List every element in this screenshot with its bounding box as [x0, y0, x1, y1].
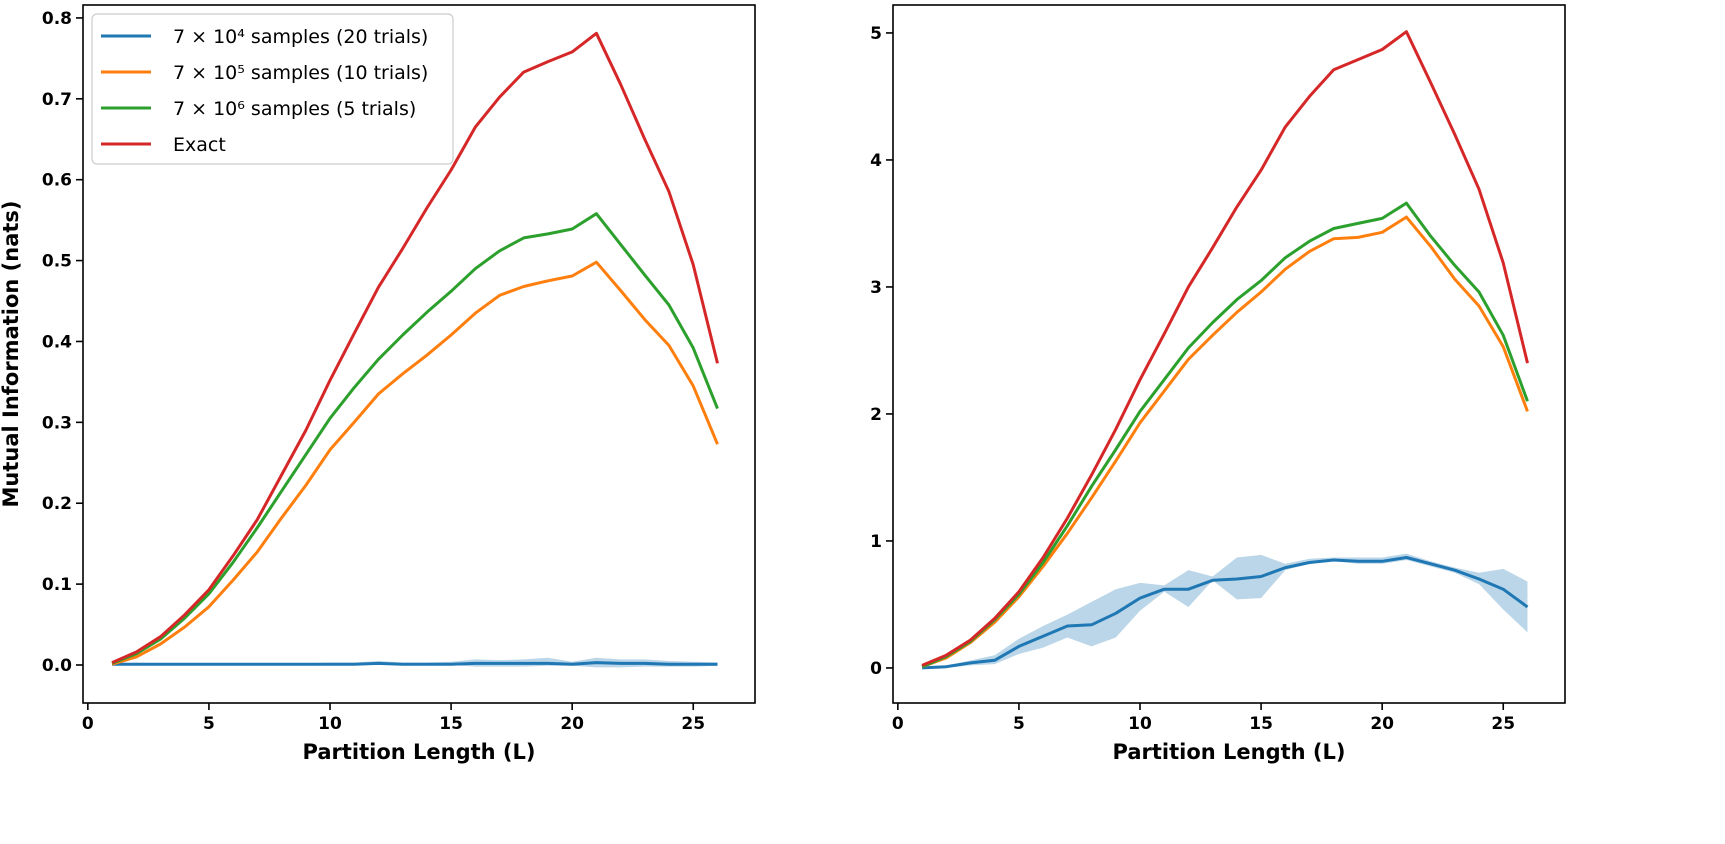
- y-tick-label: 0: [870, 659, 882, 679]
- y-tick-label: 0.6: [42, 171, 72, 191]
- y-tick-label: 0.7: [42, 90, 72, 110]
- x-tick-label: 20: [560, 714, 584, 734]
- legend-label: Exact: [173, 134, 226, 156]
- y-tick-label: 0.3: [42, 413, 72, 433]
- series-line-1: [112, 661, 718, 666]
- x-tick-label: 25: [681, 714, 705, 734]
- legend: 7 × 10⁴ samples (20 trials) 7 × 10⁵ sampl…: [91, 13, 454, 165]
- series-line-4: [921, 30, 1529, 667]
- x-tick-label: 25: [1491, 714, 1515, 734]
- y-tick-label: 0.5: [42, 252, 72, 272]
- legend-label: 7 × 10⁵ samples (10 trials): [173, 62, 428, 84]
- y-tick-label: 0.1: [42, 575, 72, 595]
- series-line-2: [921, 215, 1529, 669]
- x-axis-label: Partition Length (L): [1113, 740, 1346, 764]
- y-tick-label: 0.2: [42, 494, 72, 514]
- series-line-3: [921, 201, 1529, 669]
- axes-frame: [82, 4, 756, 704]
- axes-frame: [892, 4, 1566, 704]
- x-tick-label: 15: [439, 714, 463, 734]
- confidence-band-1: [922, 553, 1528, 668]
- y-tick-label: 0.0: [42, 656, 72, 676]
- y-tick-label: 4: [870, 151, 882, 171]
- y-tick-label: 0.4: [42, 332, 72, 352]
- y-tick-label: 3: [870, 278, 882, 298]
- x-tick-label: 10: [318, 714, 342, 734]
- x-tick-label: 5: [203, 714, 215, 734]
- x-tick-label: 0: [82, 714, 94, 734]
- x-tick-label: 20: [1370, 714, 1394, 734]
- y-tick-label: 5: [870, 24, 882, 44]
- legend-label: 7 × 10⁶ samples (5 trials): [173, 98, 416, 120]
- series-line-1: [922, 556, 1529, 670]
- subplot-2: 0 5 10 15 20 25 0 1 2 3 4 5 Partition Length (L): [870, 4, 1566, 764]
- legend-box: [91, 13, 454, 165]
- series-line-2: [111, 260, 719, 666]
- y-tick-label: 0.8: [42, 9, 72, 29]
- x-tick-label: 5: [1013, 714, 1025, 734]
- series-line-4: [111, 31, 719, 664]
- y-axis-label: Mutual Information (nats): [0, 200, 23, 507]
- subplot-1: 0 5 10 15 20 25 0.0 0.1 0.2 0.3 0.4 0.5 0.6 0.7 0.8 Par…: [0, 4, 756, 764]
- x-tick-label: 10: [1128, 714, 1152, 734]
- series-line-3: [111, 212, 719, 665]
- x-tick-label: 0: [892, 714, 904, 734]
- x-axis-label: Partition Length (L): [303, 740, 536, 764]
- y-tick-label: 2: [870, 405, 882, 425]
- x-tick-label: 15: [1249, 714, 1273, 734]
- legend-label: 7 × 10⁴ samples (20 trials): [173, 26, 428, 48]
- y-tick-label: 1: [870, 532, 882, 552]
